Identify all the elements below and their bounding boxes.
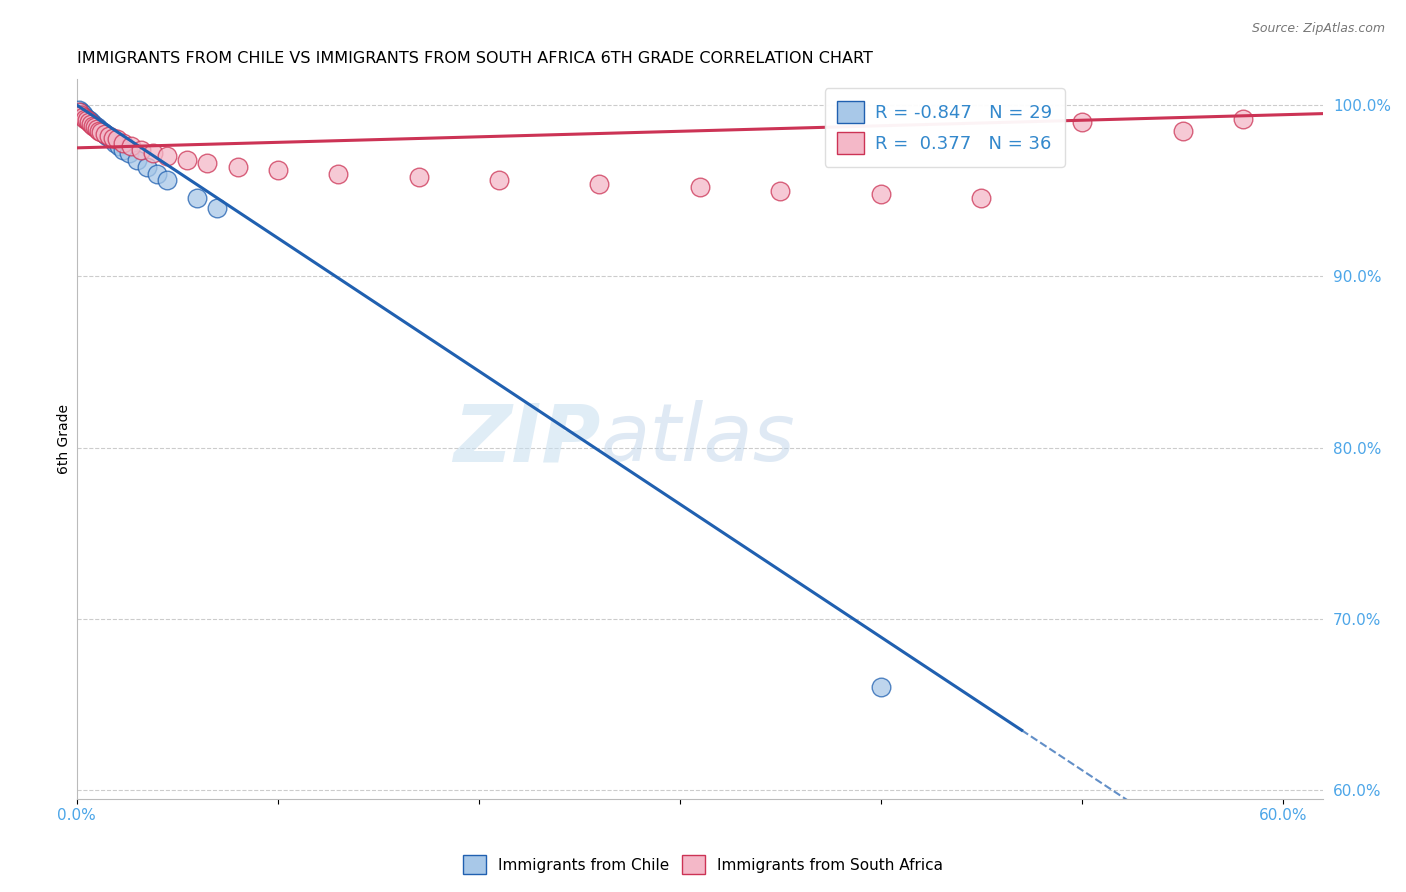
Point [76,113,98,128]
Point [207,201,229,215]
Point [69,108,91,122]
Point [105,132,128,146]
Point [136,160,159,174]
Point [72,106,94,120]
Point [588,177,610,191]
Y-axis label: 6th Grade: 6th Grade [58,404,72,474]
Point [87,122,110,136]
Point [197,156,219,170]
Point [90,125,112,139]
Point [118,146,141,161]
Point [870,187,893,202]
Point [82,117,104,131]
Point [408,169,430,184]
Point [96,128,118,143]
Point [226,160,249,174]
Point [76,112,98,126]
Point [91,125,114,139]
Point [108,139,131,153]
Point [83,120,105,135]
Point [80,115,103,129]
Point [77,113,100,128]
Point [94,127,117,141]
Point [186,190,208,204]
Point [73,112,96,126]
Point [94,127,117,141]
Point [129,143,152,157]
Point [101,130,124,145]
Point [1171,124,1194,138]
Point [77,115,100,129]
Point [326,167,349,181]
Point [156,149,179,163]
Legend: R = -0.847   N = 29, R =  0.377   N = 36: R = -0.847 N = 29, R = 0.377 N = 36 [825,88,1064,167]
Point [125,153,148,167]
Point [73,110,96,124]
Point [83,119,105,133]
Point [769,184,792,198]
Point [267,163,290,178]
Point [689,180,711,194]
Text: Source: ZipAtlas.com: Source: ZipAtlas.com [1251,22,1385,36]
Point [87,124,110,138]
Point [120,139,142,153]
Point [82,119,104,133]
Point [100,132,122,146]
Legend: Immigrants from Chile, Immigrants from South Africa: Immigrants from Chile, Immigrants from S… [457,849,949,880]
Point [67,103,90,118]
Point [111,136,134,150]
Point [67,104,90,119]
Point [69,104,91,119]
Point [111,143,134,157]
Point [156,173,179,187]
Point [104,136,127,150]
Point [86,122,108,136]
Point [72,110,94,124]
Point [1232,112,1254,126]
Point [870,681,893,695]
Text: atlas: atlas [600,400,794,478]
Point [90,124,112,138]
Point [86,120,108,135]
Text: IMMIGRANTS FROM CHILE VS IMMIGRANTS FROM SOUTH AFRICA 6TH GRADE CORRELATION CHAR: IMMIGRANTS FROM CHILE VS IMMIGRANTS FROM… [77,51,873,66]
Point [488,173,510,187]
Point [1071,115,1094,129]
Point [176,153,198,167]
Point [142,146,165,161]
Point [80,117,103,131]
Point [970,190,993,204]
Point [97,128,120,143]
Text: ZIP: ZIP [453,400,600,478]
Point [146,167,169,181]
